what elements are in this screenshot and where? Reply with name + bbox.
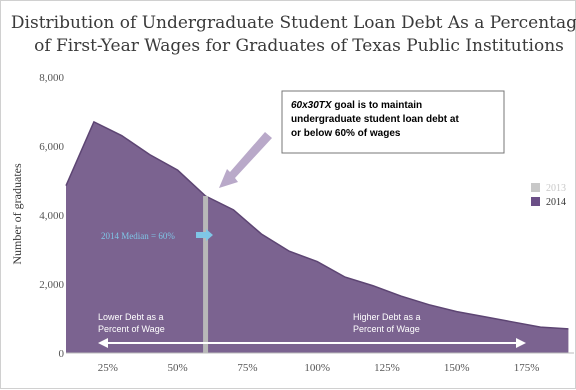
callout-line-2: undergraduate student loan debt at: [291, 114, 459, 125]
callout-line-3: or below 60% of wages: [291, 128, 401, 139]
chart-title-line-1: Distribution of Undergraduate Student Lo…: [11, 13, 576, 33]
x-axis: 25% 50% 75% 100% 125% 150% 175%: [98, 362, 540, 374]
chart-title-line-2: of First-Year Wages for Graduates of Tex…: [34, 36, 564, 56]
y-axis-label: Number of graduates: [10, 163, 24, 265]
legend-label-2013: 2013: [546, 183, 566, 194]
y-tick-label: 0: [59, 348, 65, 360]
y-tick-label: 8,000: [39, 72, 64, 84]
legend-swatch-2014: [531, 197, 540, 206]
x-tick-label: 175%: [514, 362, 540, 374]
y-axis: 0 2,000 4,000 6,000 8,000: [39, 72, 64, 360]
median-annotation: 2014 Median = 60%: [101, 231, 175, 241]
callout-line-1: 60x30TX goal is to maintain: [291, 100, 422, 111]
x-tick-label: 150%: [444, 362, 470, 374]
x-tick-label: 75%: [237, 362, 257, 374]
lower-debt-label-line-1: Lower Debt as a: [98, 312, 164, 322]
higher-debt-label-line-1: Higher Debt as a: [353, 312, 421, 322]
lower-debt-label-line-2: Percent of Wage: [98, 324, 165, 334]
x-tick-label: 50%: [168, 362, 188, 374]
legend: 2013 2014: [531, 183, 566, 208]
legend-swatch-2013: [531, 183, 540, 192]
x-tick-label: 25%: [98, 362, 118, 374]
legend-label-2014: 2014: [546, 197, 566, 208]
marker-bar-2013: [203, 196, 208, 353]
y-tick-label: 4,000: [39, 210, 64, 222]
y-tick-label: 6,000: [39, 141, 64, 153]
callout-arrow-icon: [219, 132, 272, 188]
x-tick-label: 125%: [374, 362, 400, 374]
y-tick-label: 2,000: [39, 279, 64, 291]
higher-debt-label-line-2: Percent of Wage: [353, 324, 420, 334]
x-tick-label: 100%: [304, 362, 330, 374]
